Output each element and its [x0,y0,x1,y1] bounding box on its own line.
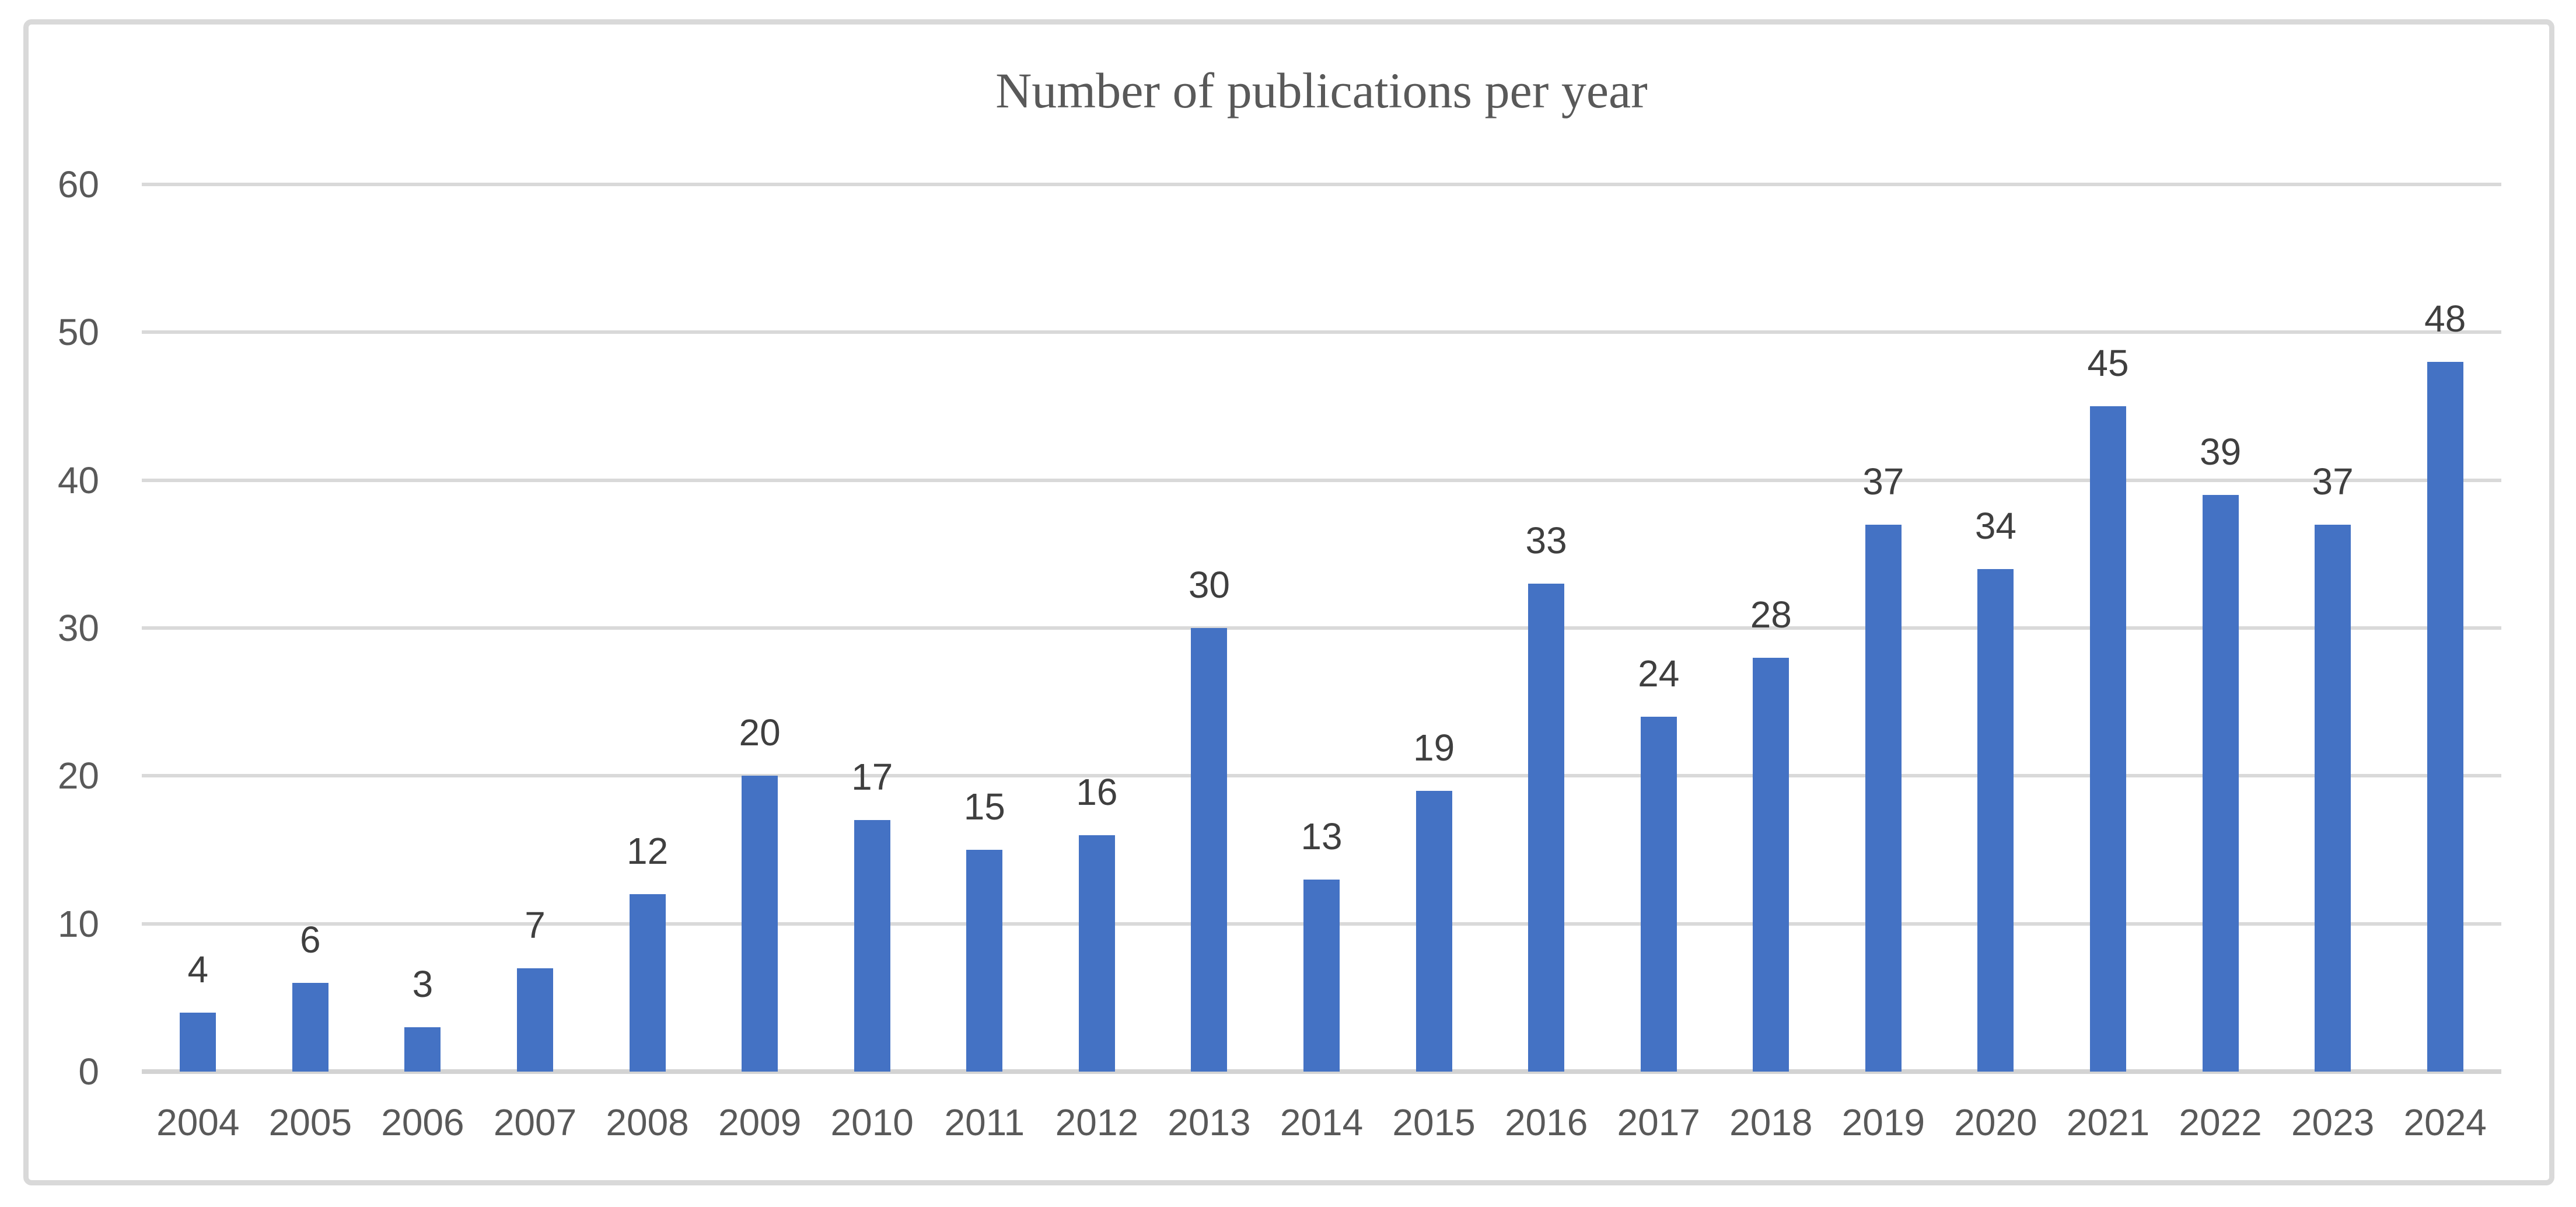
bar-value-label: 16 [1076,770,1118,813]
bar-value-label: 45 [2087,342,2129,384]
y-tick-label: 50 [57,311,99,354]
x-tick-label: 2013 [1168,1101,1251,1143]
bar-value-label: 20 [739,711,781,754]
bar-value-label: 28 [1750,593,1792,636]
bar [854,820,890,1072]
x-axis-line [142,1069,2501,1074]
y-tick-label: 40 [57,459,99,501]
bar [180,1012,216,1072]
bar [1191,628,1228,1072]
x-tick-label: 2007 [493,1101,577,1143]
bar-value-label: 7 [525,903,546,946]
x-tick-label: 2012 [1055,1101,1139,1143]
bar-value-label: 17 [851,756,893,798]
bar-value-label: 37 [2312,460,2354,503]
bar [292,983,328,1072]
x-tick-label: 2008 [606,1101,689,1143]
plot-area: 4 6 3 7 12 20 17 15 16 30 13 19 33 24 28 37 34 45 39 37 48 [142,183,2501,1074]
bar [1528,584,1565,1072]
bar-value-label: 3 [412,963,434,1005]
y-tick-label: 20 [57,755,99,797]
bar-value-label: 13 [1301,815,1343,857]
bar-value-label: 24 [1638,653,1680,695]
bar [2427,362,2463,1072]
y-tick-label: 60 [57,163,99,205]
bar [1977,568,2014,1072]
bar [517,968,553,1072]
bar [1078,835,1115,1072]
bar [1753,657,1789,1072]
gridline [142,626,2501,630]
x-tick-label: 2014 [1280,1101,1364,1143]
bar [404,1027,441,1072]
bar-value-label: 15 [963,786,1005,828]
bar-value-label: 37 [1862,460,1904,503]
y-tick-label: 10 [57,902,99,945]
bar [966,850,1003,1072]
bar-value-label: 39 [2199,431,2242,473]
bar-value-label: 48 [2424,298,2466,340]
x-tick-label: 2009 [718,1101,802,1143]
x-tick-label: 2016 [1504,1101,1588,1143]
bar-value-label: 30 [1188,564,1231,606]
bar-value-label: 4 [187,948,209,990]
bar-value-label: 33 [1525,519,1567,561]
gridline [142,330,2501,334]
x-tick-label: 2005 [268,1101,352,1143]
bar [2202,495,2239,1072]
x-tick-label: 2006 [381,1101,464,1143]
bar-value-label: 6 [300,919,321,961]
gridline [142,478,2501,482]
x-tick-label: 2021 [2066,1101,2150,1143]
bar [1415,790,1452,1072]
x-tick-label: 2010 [830,1101,914,1143]
chart-title: Number of publications per year [995,62,1648,118]
x-tick-label: 2022 [2179,1101,2262,1143]
bar [2090,406,2126,1072]
bar [1865,524,1902,1072]
x-tick-label: 2017 [1617,1101,1700,1143]
bar [2315,524,2351,1072]
y-tick-label: 0 [78,1051,99,1093]
bar [1303,879,1340,1072]
bar-value-label: 12 [626,830,669,872]
chart-frame [23,19,2554,1185]
gridline [142,183,2501,186]
x-tick-label: 2018 [1729,1101,1813,1143]
x-tick-label: 2011 [944,1101,1025,1143]
bar [629,894,666,1072]
y-tick-label: 30 [57,607,99,649]
x-tick-label: 2019 [1841,1101,1925,1143]
bar [742,776,778,1072]
bar [1640,717,1677,1072]
x-tick-label: 2024 [2403,1101,2487,1143]
x-tick-label: 2004 [156,1101,240,1143]
x-tick-label: 2020 [1954,1101,2037,1143]
gridline [142,774,2501,778]
bar-value-label: 34 [1974,504,2017,547]
x-tick-label: 2023 [2291,1101,2375,1143]
bar-value-label: 19 [1413,726,1455,769]
x-tick-label: 2015 [1392,1101,1476,1143]
